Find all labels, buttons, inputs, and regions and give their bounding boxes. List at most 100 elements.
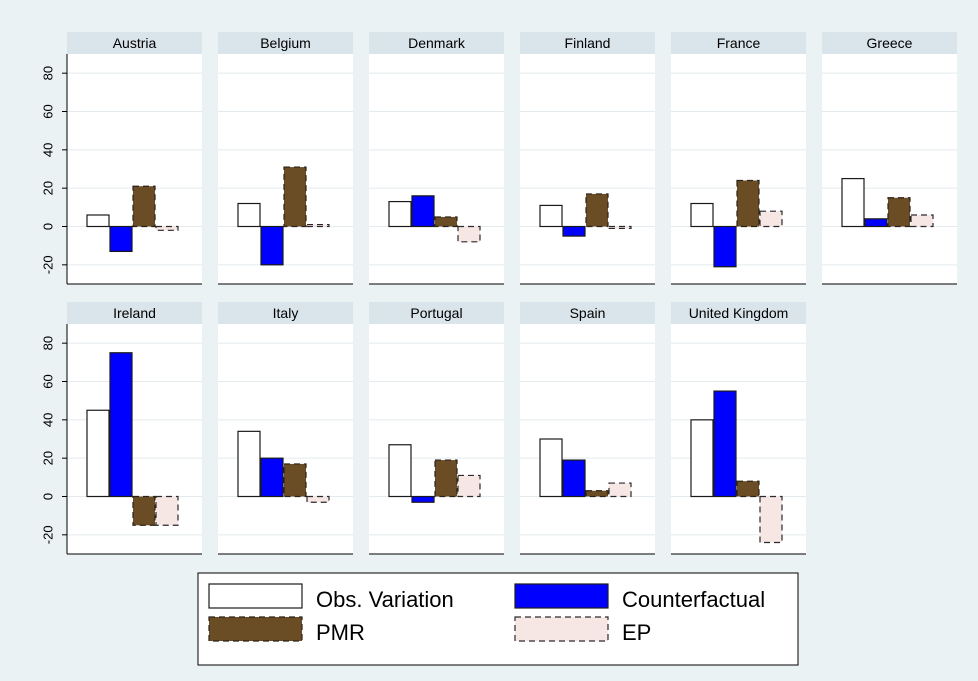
pmr-bar <box>434 216 458 228</box>
panel-title: Spain <box>570 305 606 321</box>
panel-italy: Italy <box>218 302 353 555</box>
panel-ireland: Ireland -20 0 20 40 60 80 <box>41 302 202 555</box>
plot-area <box>671 54 806 284</box>
pmr-bar <box>736 480 760 498</box>
panel-title: Belgium <box>260 35 311 51</box>
obs-variation-bar <box>388 444 412 498</box>
counterfactual-bar <box>411 495 435 503</box>
legend-label: EP <box>622 620 651 645</box>
panel-strip <box>67 302 202 324</box>
counterfactual-bar <box>864 218 888 228</box>
pmr-bar <box>887 197 911 228</box>
counterfactual-bar <box>713 225 737 268</box>
panel-strip <box>218 32 353 54</box>
obs-variation-bar <box>539 204 563 228</box>
y-tick-label: 40 <box>41 143 56 157</box>
panel-title: Denmark <box>408 35 466 51</box>
y-tick-label: -20 <box>41 525 56 544</box>
panel-title: France <box>717 35 761 51</box>
legend-swatch-counterfactual <box>514 583 609 609</box>
ep-bar <box>306 223 330 228</box>
panel-belgium: Belgium <box>218 32 353 285</box>
legend-label: PMR <box>316 620 365 645</box>
ep-bar <box>759 495 783 544</box>
panel-portugal: Portugal <box>369 302 504 555</box>
y-tick-label: 60 <box>41 374 56 388</box>
panel-title: Austria <box>113 35 157 51</box>
ep-bar <box>457 474 481 498</box>
panel-strip <box>67 32 202 54</box>
panel-spain: Spain <box>520 302 655 555</box>
panel-strip <box>218 302 353 324</box>
y-tick-label: 0 <box>41 493 56 500</box>
panel-title: Ireland <box>113 305 156 321</box>
legend-swatch-ep <box>514 616 609 642</box>
legend-swatch-obs-variation <box>208 583 303 609</box>
obs-variation-bar <box>86 409 110 498</box>
obs-variation-bar <box>539 438 563 498</box>
ep-bar <box>155 495 179 526</box>
ep-bar <box>910 214 934 228</box>
ep-bar <box>759 210 783 228</box>
plot-area <box>369 54 504 284</box>
counterfactual-bar <box>562 225 586 237</box>
counterfactual-bar <box>713 390 737 498</box>
panel-finland: Finland <box>520 32 655 285</box>
obs-variation-bar <box>86 214 110 228</box>
pmr-bar <box>132 185 156 228</box>
counterfactual-bar <box>562 459 586 498</box>
obs-variation-bar <box>690 202 714 228</box>
counterfactual-bar <box>411 195 435 228</box>
panel-denmark: Denmark <box>369 32 504 285</box>
obs-variation-bar <box>237 202 261 228</box>
legend-label: Counterfactual <box>622 587 765 612</box>
panel-strip <box>671 32 806 54</box>
y-tick-label: 80 <box>41 66 56 80</box>
y-tick-label: 20 <box>41 181 56 195</box>
ep-bar <box>608 482 632 498</box>
pmr-bar <box>585 193 609 228</box>
ep-bar <box>608 225 632 230</box>
panel-title: United Kingdom <box>689 305 789 321</box>
y-tick-label: 60 <box>41 104 56 118</box>
obs-variation-bar <box>690 419 714 498</box>
y-tick-label: 40 <box>41 413 56 427</box>
pmr-bar <box>736 179 760 228</box>
pmr-bar <box>585 490 609 498</box>
plot-area <box>520 54 655 284</box>
ep-bar <box>155 225 179 231</box>
plot-area <box>369 324 504 554</box>
counterfactual-bar <box>109 352 133 498</box>
panel-strip <box>369 32 504 54</box>
pmr-bar <box>434 459 458 498</box>
y-tick-label: 80 <box>41 336 56 350</box>
pmr-bar <box>283 166 307 228</box>
y-tick-label: 0 <box>41 223 56 230</box>
legend-label: Obs. Variation <box>316 587 454 612</box>
panel-strip <box>520 302 655 324</box>
panel-title: Italy <box>273 305 299 321</box>
panel-title: Finland <box>565 35 611 51</box>
plot-area <box>67 54 202 284</box>
counterfactual-bar <box>260 457 284 498</box>
panel-title: Greece <box>867 35 913 51</box>
panel-united-kingdom: United Kingdom <box>671 302 806 555</box>
plot-area <box>822 54 957 284</box>
pmr-bar <box>132 495 156 526</box>
counterfactual-bar <box>260 225 284 266</box>
ep-bar <box>457 225 481 243</box>
panel-strip <box>369 302 504 324</box>
panel-title: Portugal <box>410 305 462 321</box>
obs-variation-bar <box>841 177 865 228</box>
panel-strip <box>822 32 957 54</box>
y-tick-label: 20 <box>41 451 56 465</box>
panel-france: France <box>671 32 806 285</box>
obs-variation-bar <box>237 430 261 498</box>
y-tick-label: -20 <box>41 255 56 274</box>
legend-swatch-pmr <box>208 616 303 642</box>
counterfactual-bar <box>109 225 133 253</box>
obs-variation-bar <box>388 200 412 228</box>
legend: Obs. Variation Counterfactual PMR EP <box>197 572 799 666</box>
